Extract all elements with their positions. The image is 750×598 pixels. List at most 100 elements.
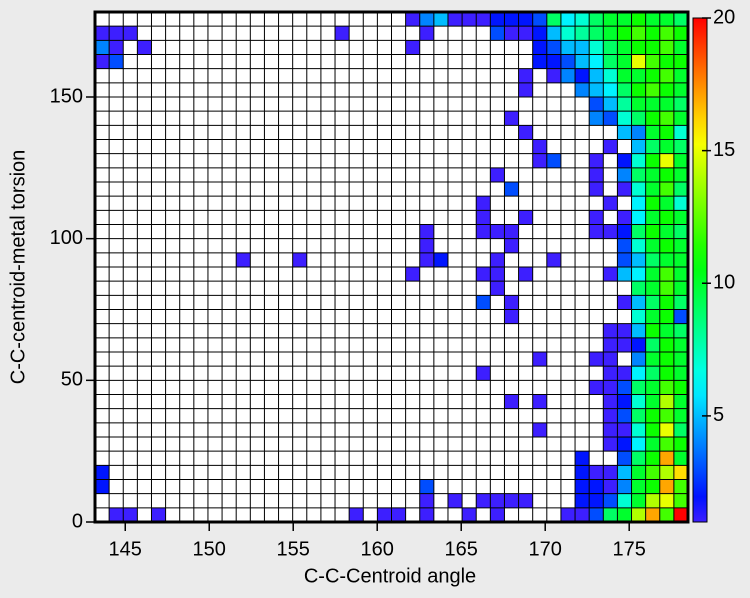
heatmap-cell — [673, 252, 688, 267]
heatmap-cell — [645, 267, 660, 282]
heatmap-cell — [617, 479, 632, 494]
x-tick-label: 145 — [109, 538, 142, 560]
x-tick-label: 160 — [361, 538, 394, 560]
heatmap-cell — [560, 26, 576, 41]
heatmap-cell — [617, 182, 632, 197]
heatmap-cell — [631, 139, 646, 154]
heatmap-cell — [645, 252, 660, 267]
heatmap-cell — [419, 224, 434, 239]
heatmap-cell — [673, 167, 688, 182]
heatmap-cell — [476, 366, 491, 381]
heatmap-cell — [419, 26, 434, 41]
heatmap-cell — [546, 153, 561, 168]
heatmap-cell — [589, 224, 604, 239]
heatmap-cell — [546, 12, 561, 27]
heatmap-cell — [95, 54, 110, 69]
heatmap-cell — [589, 97, 604, 112]
heatmap-cell — [419, 238, 434, 253]
heatmap-cell — [575, 68, 590, 83]
heatmap-cell — [673, 139, 688, 154]
plot-frame — [93, 10, 690, 524]
heatmap-cell — [673, 422, 688, 437]
heatmap-cell — [659, 323, 674, 338]
heatmap-cell — [603, 196, 618, 211]
heatmap-cell — [589, 12, 604, 27]
heatmap-cell — [645, 54, 660, 69]
heatmap-cell — [490, 224, 505, 239]
heatmap-cell — [659, 507, 674, 522]
heatmap-cell — [673, 40, 688, 55]
heatmap-cell — [546, 40, 561, 55]
heatmap-cell — [603, 68, 618, 83]
heatmap-cell — [645, 295, 660, 310]
heatmap-cell — [560, 68, 576, 83]
heatmap-cell — [645, 437, 660, 452]
heatmap-cell — [575, 451, 590, 466]
heatmap-cell — [504, 12, 519, 27]
heatmap-cell — [589, 40, 604, 55]
heatmap-cell — [589, 26, 604, 41]
y-tick-label: 100 — [50, 227, 83, 249]
heatmap-cell — [504, 26, 519, 41]
heatmap-cell — [95, 465, 110, 480]
heatmap-cell — [575, 493, 590, 508]
heatmap-cell — [433, 252, 448, 267]
heatmap-cell — [518, 493, 533, 508]
heatmap-cell — [575, 82, 590, 97]
heatmap-cell — [504, 238, 519, 253]
heatmap-cell — [645, 224, 660, 239]
heatmap-cell — [490, 252, 505, 267]
heatmap-cell — [532, 54, 547, 69]
heatmap-cell — [659, 125, 674, 140]
heatmap-cell — [589, 507, 604, 522]
heatmap-cell — [462, 12, 477, 27]
heatmap-cell — [673, 210, 688, 225]
heatmap-cell — [631, 252, 646, 267]
heatmap-cell — [504, 493, 519, 508]
heatmap-cell — [575, 26, 590, 41]
heatmap-cell — [659, 196, 674, 211]
heatmap-cell — [645, 167, 660, 182]
heatmap-cell — [631, 267, 646, 282]
heatmap-cell — [490, 26, 505, 41]
heatmap-cell — [659, 111, 674, 126]
heatmap-cell — [447, 12, 463, 27]
heatmap-cell — [617, 12, 632, 27]
heatmap-cell — [419, 507, 434, 522]
heatmap-cell — [631, 153, 646, 168]
heatmap-cell — [645, 210, 660, 225]
heatmap-cell — [645, 281, 660, 296]
heatmap-cell — [292, 252, 307, 267]
heatmap-cell — [659, 394, 674, 409]
heatmap-cell — [617, 267, 632, 282]
heatmap-cell — [617, 507, 632, 522]
heatmap-cell — [603, 111, 618, 126]
heatmap-cell — [673, 182, 688, 197]
heatmap-cell — [377, 507, 392, 522]
heatmap-cell — [645, 337, 660, 352]
heatmap-cell — [659, 139, 674, 154]
heatmap-cell — [631, 437, 646, 452]
heatmap-cell — [659, 309, 674, 324]
heatmap-cell — [617, 337, 632, 352]
heatmap-cell — [645, 238, 660, 253]
heatmap-cell — [518, 12, 533, 27]
heatmap-cell — [631, 238, 646, 253]
heatmap-cell — [589, 111, 604, 126]
heatmap-cell — [645, 507, 660, 522]
heatmap-cell — [532, 139, 547, 154]
heatmap-cell — [419, 493, 434, 508]
heatmap-cell — [631, 479, 646, 494]
heatmap-cell — [518, 82, 533, 97]
heatmap-cell — [645, 26, 660, 41]
heatmap-cell — [673, 295, 688, 310]
y-axis-label: C-C-centroid-metal torsion — [7, 150, 29, 385]
heatmap-cell — [504, 309, 519, 324]
heatmap-cell — [631, 12, 646, 27]
colorbar-tick-label: 20 — [713, 6, 735, 28]
heatmap-cell — [462, 507, 477, 522]
heatmap-cell — [645, 366, 660, 381]
heatmap-cell — [673, 493, 688, 508]
heatmap-cell — [659, 408, 674, 423]
